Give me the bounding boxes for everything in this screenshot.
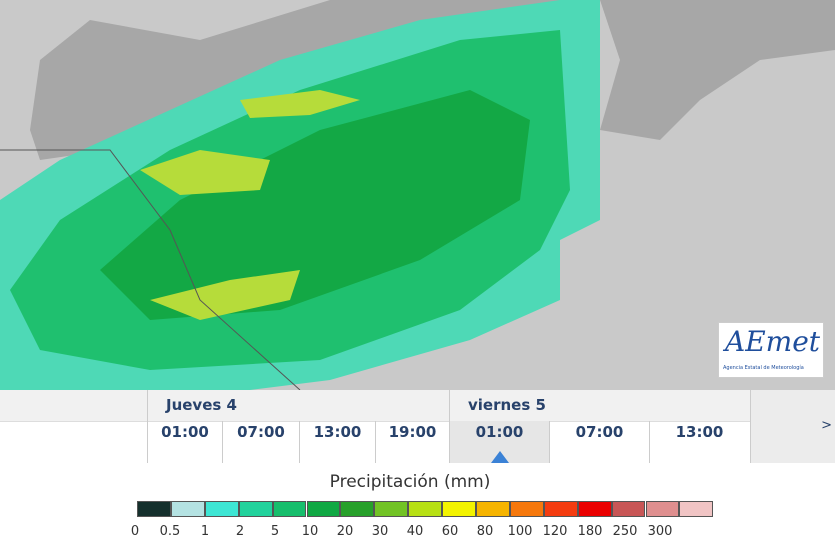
time-slot[interactable]: 01:00 [147, 421, 222, 463]
legend-label: 10 [301, 524, 319, 539]
border [0, 149, 301, 390]
legend-label: 30 [371, 524, 389, 539]
next-button[interactable]: > [750, 390, 835, 463]
legend-swatch [577, 501, 612, 517]
legend-swatch [611, 501, 646, 517]
time-slot[interactable]: 01:00 [449, 421, 549, 463]
legend-swatch [679, 501, 714, 517]
legend-label: 250 [612, 524, 638, 539]
legend-swatch [543, 501, 578, 517]
logo-subtitle: Agencia Estatal de Meteorología [723, 365, 804, 371]
legend-swatch [272, 501, 307, 517]
legend-swatch [137, 501, 171, 517]
legend-title: Precipitación (mm) [329, 472, 491, 492]
rain-intense [140, 90, 360, 320]
rain-heavy [100, 90, 530, 320]
legend-swatch [509, 501, 544, 517]
time-slot[interactable]: 07:00 [222, 421, 299, 463]
legend-label: 2 [235, 524, 245, 539]
legend-label: 300 [647, 524, 673, 539]
legend-swatch [238, 501, 273, 517]
legend-swatch [476, 501, 510, 517]
legend-swatch [374, 501, 409, 517]
time-slot[interactable]: 07:00 [549, 421, 649, 463]
time-slot[interactable]: 19:00 [375, 421, 449, 463]
legend-label: 5 [270, 524, 280, 539]
time-slot[interactable]: 13:00 [299, 421, 375, 463]
legend-label: 180 [577, 524, 603, 539]
legend-label: 0.5 [159, 524, 181, 539]
legend-swatch [442, 501, 476, 517]
map [0, 0, 835, 390]
day-label: viernes 5 [449, 390, 749, 421]
legend-swatch [408, 501, 443, 517]
next-label[interactable]: > [821, 418, 832, 433]
logo: AEmet Agencia Estatal de Meteorología [718, 322, 824, 378]
legend-swatch [645, 501, 680, 517]
legend-swatch [306, 501, 341, 517]
legend-swatch [204, 501, 239, 517]
selected-marker [490, 451, 509, 463]
legend-label: 1 [200, 524, 210, 539]
legend-label: 120 [542, 524, 568, 539]
legend-label: 80 [476, 524, 494, 539]
time-slot[interactable]: 13:00 [649, 421, 749, 463]
legend-label: 20 [336, 524, 354, 539]
legend-swatch [170, 501, 205, 517]
logo-title: AEmet [725, 325, 821, 358]
legend-label: 40 [406, 524, 424, 539]
legend-swatch [340, 501, 375, 517]
legend-label: 0 [130, 524, 140, 539]
day-label: Jueves 4 [147, 390, 449, 421]
legend-label: 60 [441, 524, 459, 539]
legend-label: 100 [507, 524, 533, 539]
